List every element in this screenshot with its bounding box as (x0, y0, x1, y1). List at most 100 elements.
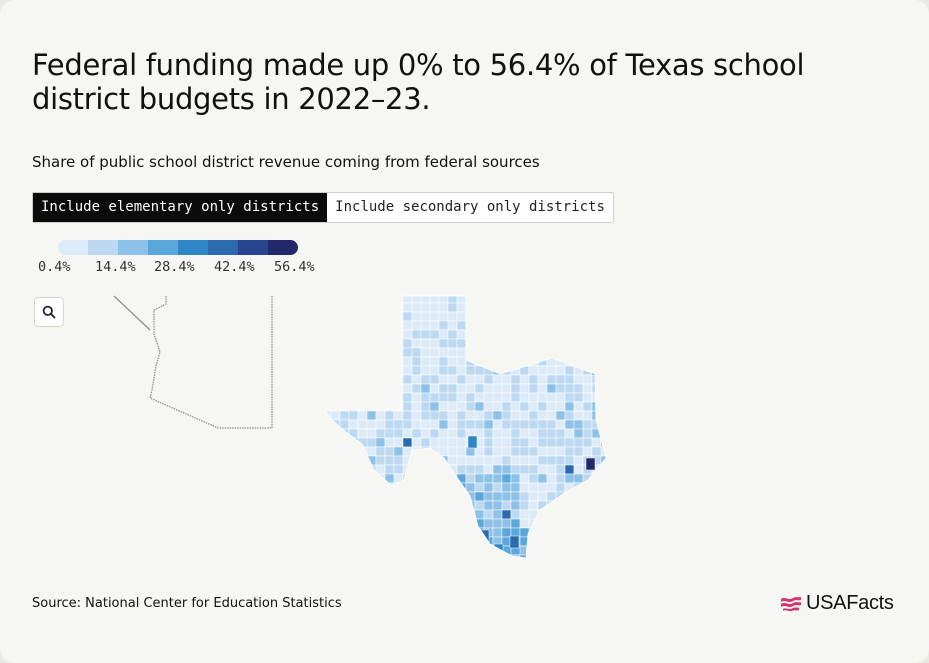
district-cell[interactable] (501, 536, 512, 547)
district-cell[interactable] (438, 338, 449, 349)
district-cell[interactable] (339, 410, 350, 421)
district-cell[interactable] (375, 392, 395, 403)
district-cell[interactable] (573, 428, 584, 439)
district-cell[interactable] (438, 356, 449, 367)
district-cell[interactable] (528, 437, 539, 448)
district-cell[interactable] (537, 527, 548, 538)
district-cell[interactable] (537, 473, 548, 484)
district-cell[interactable] (474, 410, 485, 421)
district-cell[interactable] (474, 446, 485, 457)
district-cell[interactable] (411, 320, 422, 331)
district-cell[interactable] (393, 455, 404, 466)
district-cell[interactable] (492, 518, 503, 529)
district-cell[interactable] (429, 464, 440, 475)
district-cell[interactable] (438, 311, 449, 322)
district-cell[interactable] (555, 365, 566, 376)
district-cell[interactable] (555, 338, 575, 349)
district-cell[interactable] (375, 491, 395, 502)
district-cell[interactable] (474, 392, 485, 403)
district-cell[interactable] (492, 464, 503, 475)
district-cell[interactable] (420, 464, 431, 475)
district-cell[interactable] (438, 554, 458, 564)
district-cell[interactable] (600, 347, 610, 358)
district-cell[interactable] (456, 536, 476, 547)
district-cell[interactable] (384, 446, 395, 457)
district-cell[interactable] (357, 545, 368, 556)
district-cell[interactable] (393, 518, 404, 529)
district-cell[interactable] (474, 536, 485, 547)
district-cell[interactable] (600, 482, 610, 493)
district-cell[interactable] (402, 518, 413, 529)
district-cell[interactable] (330, 338, 341, 349)
district-cell[interactable] (546, 347, 557, 358)
district-cell[interactable] (438, 545, 449, 556)
district-cell[interactable] (492, 446, 503, 457)
district-cell[interactable] (456, 401, 467, 412)
district-cell[interactable] (510, 392, 521, 403)
district-cell[interactable] (564, 536, 575, 547)
district-cell[interactable] (375, 302, 386, 313)
district-cell[interactable] (591, 374, 602, 385)
district-cell[interactable] (555, 500, 566, 511)
district-cell[interactable] (456, 383, 467, 394)
district-cell[interactable] (411, 554, 422, 564)
district-cell[interactable] (537, 374, 548, 385)
district-cell[interactable] (322, 545, 332, 556)
district-cell[interactable] (330, 347, 341, 358)
district-cell[interactable] (384, 302, 404, 313)
district-cell[interactable] (357, 392, 377, 403)
district-cell[interactable] (339, 509, 350, 520)
district-cell[interactable] (322, 392, 332, 403)
district-cell[interactable] (564, 437, 575, 448)
district-cell[interactable] (492, 320, 503, 331)
district-cell[interactable] (555, 455, 566, 466)
district-cell[interactable] (447, 518, 467, 529)
district-cell[interactable] (483, 545, 494, 556)
district-cell[interactable] (510, 482, 521, 493)
district-cell[interactable] (420, 482, 431, 493)
district-cell[interactable] (591, 338, 602, 349)
district-cell[interactable] (339, 347, 350, 358)
district-cell[interactable] (438, 473, 449, 484)
district-cell[interactable] (330, 545, 341, 556)
district-cell[interactable] (492, 302, 503, 313)
district-cell[interactable] (420, 554, 431, 564)
district-cell[interactable] (519, 554, 530, 564)
district-cell[interactable] (465, 320, 476, 331)
district-cell[interactable] (375, 383, 386, 394)
district-cell[interactable] (366, 294, 377, 304)
district-cell[interactable] (573, 446, 584, 457)
district-cell[interactable] (546, 554, 557, 564)
district-cell[interactable] (564, 554, 575, 564)
district-cell[interactable] (411, 410, 422, 421)
district-cell[interactable] (375, 509, 386, 520)
district-cell[interactable] (402, 473, 422, 484)
district-cell[interactable] (546, 545, 557, 556)
district-cell[interactable] (375, 545, 386, 556)
district-cell[interactable] (330, 374, 350, 385)
district-cell[interactable] (384, 383, 395, 394)
district-cell[interactable] (438, 302, 449, 313)
district-cell[interactable] (429, 347, 440, 358)
district-cell[interactable] (339, 500, 359, 511)
district-cell[interactable] (447, 536, 458, 547)
district-cell[interactable] (447, 320, 458, 331)
district-cell[interactable] (429, 500, 449, 511)
district-cell[interactable] (474, 545, 485, 556)
district-cell[interactable] (474, 464, 485, 475)
district-cell[interactable] (555, 294, 566, 304)
district-cell[interactable] (339, 527, 359, 538)
district-cell[interactable] (447, 509, 467, 520)
district-cell[interactable] (600, 545, 610, 556)
district-cell[interactable] (357, 455, 368, 466)
district-cell[interactable] (591, 302, 602, 313)
district-cell[interactable] (510, 527, 521, 538)
district-cell[interactable] (384, 419, 395, 430)
district-cell[interactable] (582, 338, 593, 349)
district-cell[interactable] (474, 401, 485, 412)
district-cell[interactable] (322, 374, 341, 385)
district-cell[interactable] (420, 392, 431, 403)
district-cell[interactable] (546, 464, 557, 475)
district-cell[interactable] (537, 554, 548, 564)
district-cell[interactable] (591, 482, 602, 493)
